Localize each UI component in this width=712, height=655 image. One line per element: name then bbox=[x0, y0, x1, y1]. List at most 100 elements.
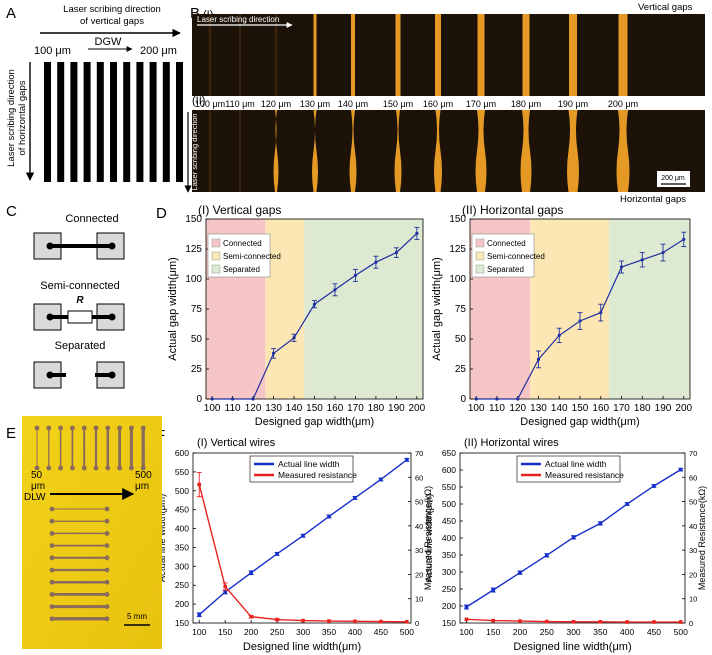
panel-a-line bbox=[149, 62, 157, 182]
y2-tick-label: 40 bbox=[689, 522, 697, 531]
panel-e: E 50 μm DLW 500 μm 5 mm bbox=[6, 416, 162, 649]
panel-a-line bbox=[136, 62, 144, 182]
panel-b-gap-stripe bbox=[569, 14, 577, 96]
panel-e-pad bbox=[34, 465, 40, 471]
y-tick-label: 100 bbox=[185, 274, 202, 285]
panel-c-node bbox=[108, 313, 116, 321]
panel-letter-d: D bbox=[156, 205, 167, 222]
panel-e-pad bbox=[129, 465, 134, 471]
y-tick-label: 350 bbox=[442, 550, 456, 560]
y2-tick-label: 0 bbox=[415, 619, 419, 628]
y-tick-label: 500 bbox=[442, 499, 456, 509]
panel-e-pad bbox=[104, 604, 110, 609]
y-axis-label: Actual line width(μm) bbox=[157, 494, 168, 582]
series-line bbox=[198, 484, 407, 623]
data-point bbox=[301, 533, 305, 538]
y-axis-label: Actual line width(μm) bbox=[424, 494, 435, 582]
x-tick-label: 150 bbox=[572, 403, 589, 414]
panel-b-gap-stripe bbox=[434, 110, 442, 192]
data-point bbox=[557, 333, 561, 337]
panel-e-pad bbox=[104, 567, 110, 573]
data-point bbox=[536, 357, 541, 361]
y-tick-label: 200 bbox=[442, 601, 456, 611]
panel-letter-c: C bbox=[6, 203, 17, 220]
y-tick-label: 400 bbox=[442, 533, 456, 543]
panel-b-gap-label: 100 μm bbox=[195, 99, 225, 109]
y2-tick-label: 60 bbox=[689, 473, 697, 482]
panel-b-gap-stripe bbox=[239, 14, 241, 96]
charts: 100 110 120 130 140 150 160 170 180 190 2000255075… bbox=[157, 203, 707, 653]
x-tick-label: 190 bbox=[655, 403, 672, 414]
y-tick-label: 400 bbox=[175, 524, 189, 534]
panel-a-side-label-1: Laser scribing direction bbox=[6, 69, 17, 167]
panel-b-gap-label: 140 μm bbox=[338, 99, 368, 109]
x-tick-label: 140 bbox=[286, 403, 303, 414]
data-point bbox=[491, 618, 496, 623]
y2-tick-label: 10 bbox=[415, 595, 423, 604]
data-point bbox=[598, 619, 603, 624]
y-tick-label: 150 bbox=[449, 214, 466, 225]
x-tick-label: 130 bbox=[265, 403, 282, 414]
panel-b-scalebar-label: 200 μm bbox=[661, 175, 685, 182]
panel-b-gap-stripe bbox=[275, 14, 277, 96]
panel-a-line bbox=[57, 62, 65, 182]
legend-label: Connected bbox=[223, 239, 262, 248]
panel-e-pad bbox=[104, 543, 110, 548]
data-point bbox=[474, 397, 478, 401]
panel-e-start-unit: μm bbox=[31, 481, 45, 492]
x-axis-label: Designed line width(μm) bbox=[513, 641, 631, 653]
panel-b-gaps-horizontal bbox=[209, 110, 630, 192]
data-point bbox=[640, 258, 644, 262]
chart-frame bbox=[192, 452, 412, 624]
data-point bbox=[374, 260, 378, 264]
x-tick-label: 170 bbox=[347, 403, 364, 414]
data-point bbox=[271, 351, 276, 355]
y-tick-label: 450 bbox=[175, 505, 189, 515]
panel-a-line bbox=[83, 62, 91, 182]
panel-a-line bbox=[176, 62, 183, 182]
x-axis-label: Designed line width(μm) bbox=[243, 641, 361, 653]
panel-e-photo bbox=[22, 416, 162, 649]
panel-b-gap-label: 160 μm bbox=[423, 99, 453, 109]
y2-tick-label: 70 bbox=[415, 449, 423, 458]
panel-c-node bbox=[46, 371, 54, 379]
chart-1: 100 110 120 130 140 150 160 170 180 190 2000255075… bbox=[167, 203, 426, 428]
data-point bbox=[223, 584, 227, 589]
data-point bbox=[661, 251, 665, 255]
data-point bbox=[571, 535, 576, 540]
x-tick-label: 150 bbox=[306, 403, 323, 414]
panel-b-gaps-vertical bbox=[209, 14, 628, 96]
panel-a-line bbox=[96, 62, 104, 182]
panel-a-line bbox=[44, 62, 51, 182]
legend-swatch bbox=[211, 251, 221, 261]
data-point bbox=[197, 612, 202, 617]
y-tick-label: 500 bbox=[175, 486, 189, 496]
data-point bbox=[495, 397, 499, 401]
panel-e-pad bbox=[81, 465, 87, 471]
x-tick-label: 100 bbox=[192, 627, 206, 637]
x-tick-label: 200 bbox=[675, 403, 692, 414]
y-tick-label: 200 bbox=[175, 599, 189, 609]
panel-letter-b: B bbox=[190, 5, 200, 22]
data-point bbox=[210, 397, 214, 401]
legend-swatch bbox=[475, 264, 485, 274]
chart-title: (I) Vertical wires bbox=[197, 437, 276, 449]
data-point bbox=[379, 619, 383, 624]
x-tick-label: 160 bbox=[327, 403, 344, 414]
data-point bbox=[599, 311, 603, 315]
panel-b-gap-stripe bbox=[520, 110, 532, 192]
data-point bbox=[249, 570, 253, 575]
panel-e-pad bbox=[34, 425, 40, 431]
chart-region bbox=[530, 219, 610, 399]
panel-e-pad bbox=[58, 425, 63, 431]
x-tick-label: 100 bbox=[204, 403, 221, 414]
data-point bbox=[275, 617, 279, 622]
panel-b-gap-label: 150 μm bbox=[383, 99, 413, 109]
x-tick-label: 500 bbox=[674, 627, 688, 637]
panel-b-gap-labels: 100 μm 110 μm 120 μm 130 μm 140 μm 150 μm 160 … bbox=[195, 99, 638, 109]
data-point bbox=[491, 588, 496, 592]
data-point bbox=[353, 273, 358, 277]
panel-b-gap-stripe bbox=[567, 110, 579, 192]
panel-e-end: 500 bbox=[135, 470, 152, 481]
